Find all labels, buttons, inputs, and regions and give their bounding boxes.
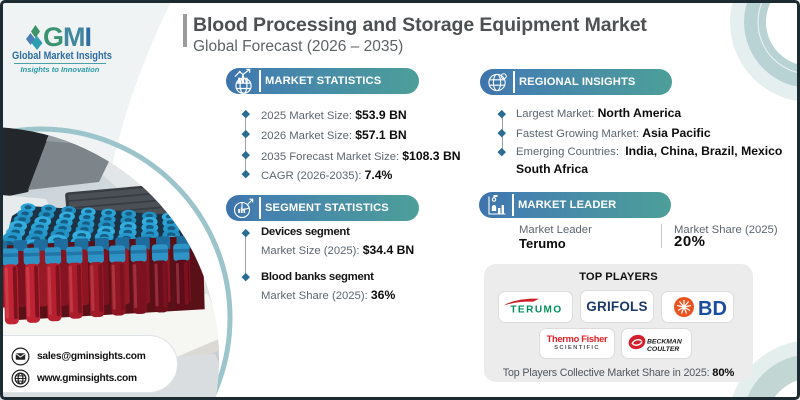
svg-text:COULTER: COULTER [647, 346, 679, 353]
svg-text:BD: BD [698, 298, 727, 320]
svg-text:BECKMAN: BECKMAN [647, 339, 683, 346]
svg-text:TERUMO: TERUMO [510, 305, 562, 316]
